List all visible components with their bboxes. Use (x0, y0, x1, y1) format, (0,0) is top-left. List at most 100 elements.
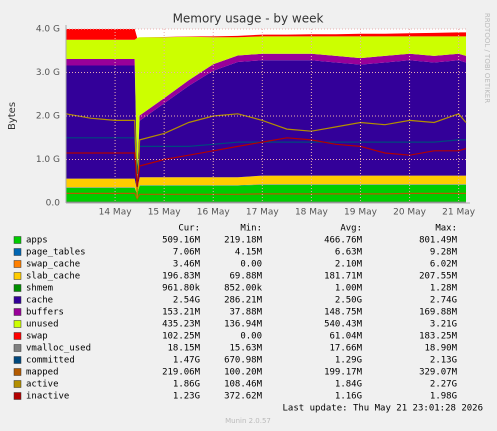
line (66, 192, 466, 201)
legend-stat: 1.84G (335, 380, 362, 390)
stats-header: Min: (240, 224, 262, 234)
legend-stat: 17.66M (329, 344, 362, 354)
legend-stat: 108.46M (224, 380, 263, 390)
stats-header: Cur: (178, 224, 200, 234)
x-tick-label: 16 May (197, 208, 231, 218)
legend-stat: 372.62M (224, 392, 263, 402)
legend-stat: 1.16G (335, 392, 362, 402)
legend-stat: 509.16M (162, 236, 201, 246)
legend-swatch (13, 296, 22, 304)
legend-stat: 540.43M (324, 320, 363, 330)
area (66, 29, 466, 40)
legend-stat: 61.04M (329, 332, 362, 342)
legend-stat: 148.75M (324, 308, 363, 318)
y-tick-label: 0.0 (46, 199, 61, 209)
legend-swatch (13, 332, 22, 340)
y-tick-label: 2.0 G (36, 112, 60, 122)
stats-header: Avg: (340, 224, 362, 234)
legend-stat: 435.23M (162, 320, 201, 330)
legend-swatch (13, 308, 22, 316)
legend-label: slab_cache (26, 272, 80, 282)
legend-stat: 329.07M (419, 368, 458, 378)
legend-stat: 37.88M (229, 308, 262, 318)
legend-label: swap (26, 332, 48, 342)
legend-stat: 4.15M (235, 248, 263, 258)
legend-stat: 3.21G (430, 320, 457, 330)
area (66, 175, 466, 195)
x-tick-label: 21 May (442, 208, 476, 218)
x-tick-label: 18 May (295, 208, 329, 218)
legend-stat: 219.18M (224, 236, 263, 246)
legend-stat: 9.28M (430, 248, 458, 258)
legend-stat: 7.06M (173, 248, 201, 258)
legend-stat: 1.98G (430, 392, 457, 402)
x-tick-label: 14 May (99, 208, 133, 218)
legend-label: apps (26, 236, 48, 246)
legend-label: inactive (26, 392, 69, 402)
x-tick-label: 15 May (148, 208, 182, 218)
legend-stat: 15.63M (229, 344, 262, 354)
legend-swatch (13, 236, 22, 244)
legend-stat: 1.00M (335, 284, 363, 294)
legend-stat: 0.00 (240, 260, 262, 270)
legend-label: cache (26, 296, 53, 306)
legend-stat: 2.13G (430, 356, 457, 366)
legend-swatch (13, 284, 22, 292)
legend-label: unused (26, 320, 59, 330)
legend-swatch (13, 380, 22, 388)
y-tick-label: 3.0 G (36, 68, 60, 78)
legend-stat: 183.25M (419, 332, 458, 342)
y-axis-label: Bytes (7, 102, 18, 130)
legend-stat: 466.76M (324, 236, 363, 246)
legend-label: swap_cache (26, 260, 80, 270)
legend-stat: 2.10M (335, 260, 363, 270)
chart-title: Memory usage - by week (173, 12, 324, 26)
legend-stat: 102.25M (162, 332, 201, 342)
legend-stat: 1.28M (430, 284, 458, 294)
legend-stat: 181.71M (324, 272, 363, 282)
area (66, 36, 466, 177)
legend-label: shmem (26, 284, 53, 294)
legend-stat: 1.47G (173, 356, 200, 366)
legend-stat: 18.15M (167, 344, 200, 354)
legend-stat: 18.90M (424, 344, 457, 354)
legend-stat: 961.80k (162, 284, 201, 294)
legend-stat: 196.83M (162, 272, 201, 282)
legend-swatch (13, 320, 22, 328)
legend-stat: 801.49M (419, 236, 458, 246)
legend-swatch (13, 356, 22, 364)
legend-label: buffers (26, 308, 64, 318)
legend-stat: 670.98M (224, 356, 263, 366)
legend-stat: 852.00k (224, 284, 263, 294)
legend-stat: 69.88M (229, 272, 262, 282)
x-tick-label: 19 May (344, 208, 378, 218)
legend-swatch (13, 248, 22, 256)
y-tick-label: 1.0 G (36, 155, 60, 165)
legend-stat: 0.00 (240, 332, 262, 342)
area (66, 53, 466, 178)
legend-stat: 6.02M (430, 260, 458, 270)
line (65, 113, 467, 199)
legend-swatch (13, 272, 22, 280)
legend-swatch (13, 260, 22, 268)
x-tick-label: 17 May (246, 208, 280, 218)
area (66, 60, 466, 191)
legend-swatch (13, 392, 22, 400)
legend-swatch (13, 344, 22, 352)
line (66, 137, 467, 187)
legend-label: vmalloc_used (26, 344, 91, 354)
legend-stat: 136.94M (224, 320, 263, 330)
legend-label: mapped (26, 368, 59, 378)
side-label: RRDTOOL / TOBI OETIKER (483, 13, 491, 103)
legend-stat: 2.27G (430, 380, 457, 390)
legend-label: committed (26, 356, 75, 366)
legend-stat: 6.63M (335, 248, 363, 258)
legend-stat: 199.17M (324, 368, 363, 378)
x-tick-label: 20 May (393, 208, 427, 218)
legend-stat: 1.29G (335, 356, 362, 366)
legend-stat: 2.74G (430, 296, 457, 306)
footer: Munin 2.0.57 (225, 417, 271, 425)
legend-label: active (26, 380, 59, 390)
legend-stat: 169.88M (419, 308, 458, 318)
